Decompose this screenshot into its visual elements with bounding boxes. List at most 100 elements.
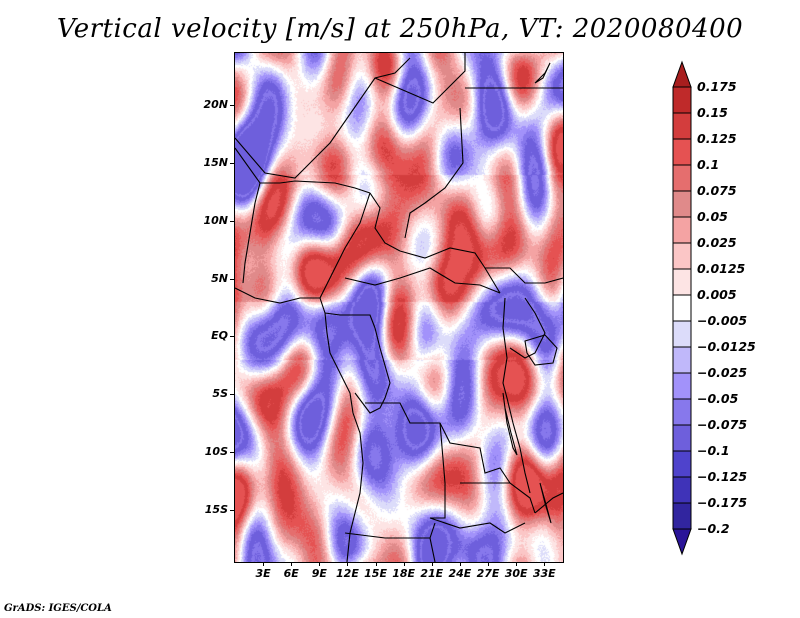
lon-tick-label: 27E — [476, 567, 500, 580]
nile-delta — [534, 62, 551, 84]
lon-tick-mark — [403, 562, 405, 566]
lon-tick-label: 33E — [532, 567, 556, 580]
colorbar-level-label: 0.175 — [697, 79, 737, 94]
colorbar-box — [672, 268, 692, 296]
border-car-drc — [344, 267, 501, 294]
lat-tick-label: 15N — [203, 155, 228, 169]
colorbar-box — [672, 190, 692, 218]
lon-tick-mark — [263, 562, 265, 566]
lake-tanganyika — [502, 392, 518, 456]
colorbar-level-label: −0.1 — [697, 443, 730, 458]
lon-tick-label: 24E — [448, 567, 472, 580]
lat-tick-mark — [230, 452, 235, 454]
lon-tick-mark — [459, 562, 461, 566]
border-chad-cameroon — [369, 192, 401, 252]
lon-tick-mark — [319, 562, 321, 566]
colorbar-level-label: −0.025 — [697, 365, 748, 380]
lat-tick-mark — [230, 162, 235, 164]
colorbar-level-label: 0.1 — [697, 157, 720, 172]
border-niger-nigeria — [279, 180, 371, 194]
colorbar-box — [672, 476, 692, 504]
lon-tick-label: 6E — [283, 567, 299, 580]
lon-tick-mark — [488, 562, 490, 566]
border-uganda-kenya — [509, 297, 546, 359]
border-zambia — [460, 482, 536, 514]
colorbar-box — [672, 138, 692, 166]
colorbar-bottom-arrow — [672, 528, 692, 556]
border-nigeria-cameroon — [319, 192, 371, 299]
border-libya-niger-chad — [235, 57, 411, 179]
border-benin-nigeria — [242, 182, 261, 284]
map-panel — [235, 53, 563, 562]
colorbar-top-arrow — [672, 60, 692, 88]
colorbar-box — [672, 372, 692, 400]
lake-victoria — [524, 334, 558, 366]
lat-tick-label: 15S — [204, 502, 228, 516]
lat-tick-label: EQ — [211, 329, 228, 343]
lon-tick-label: 9E — [311, 567, 327, 580]
colorbar-level-label: 0.05 — [697, 209, 728, 224]
colorbar-level-label: 0.025 — [697, 235, 737, 250]
colorbar-box — [672, 112, 692, 140]
lon-tick-label: 21E — [420, 567, 444, 580]
border-mozambique — [534, 492, 563, 514]
colorbar-box — [672, 242, 692, 270]
lat-tick-mark — [230, 509, 235, 511]
border-angola-namibia — [344, 522, 436, 539]
vertical-velocity-field — [235, 53, 563, 562]
colorbar-box — [672, 320, 692, 348]
lat-tick-label: 10S — [204, 445, 228, 459]
lon-tick-mark — [291, 562, 293, 566]
colorbar-level-label: 0.125 — [697, 131, 737, 146]
coastline-west-africa — [235, 287, 364, 562]
lon-tick-mark — [431, 562, 433, 566]
lat-tick-label: 5S — [212, 387, 228, 401]
lat-tick-mark — [230, 105, 235, 107]
colorbar-level-label: 0.0125 — [697, 261, 746, 276]
lake-malawi — [539, 482, 552, 524]
border-algeria-mali — [235, 147, 280, 184]
border-south-sudan — [485, 267, 563, 284]
border-drc-east — [502, 297, 531, 494]
lon-tick-label: 18E — [392, 567, 416, 580]
lat-tick-mark — [230, 336, 235, 338]
grads-credit: GrADS: IGES/COLA — [4, 603, 112, 614]
lon-tick-label: 3E — [255, 567, 271, 580]
lat-tick-label: 20N — [203, 98, 228, 112]
lon-tick-mark — [347, 562, 349, 566]
border-botswana — [429, 537, 436, 562]
colorbar-level-label: 0.005 — [697, 287, 737, 302]
lat-tick-label: 10N — [203, 213, 228, 227]
colorbar-box — [672, 86, 692, 114]
colorbar-level-label: −0.175 — [697, 495, 748, 510]
colorbar-level-label: −0.075 — [697, 417, 748, 432]
colorbar-level-label: 0.15 — [697, 105, 728, 120]
lat-tick-label: 5N — [211, 271, 228, 285]
border-car-sudan — [399, 247, 501, 294]
colorbar-box — [672, 424, 692, 452]
colorbar-level-label: −0.005 — [697, 313, 748, 328]
lat-tick-mark — [230, 394, 235, 396]
lon-tick-label: 12E — [336, 567, 359, 580]
colorbar-level-label: −0.0125 — [697, 339, 756, 354]
country-borders — [235, 53, 563, 562]
colorbar-box — [672, 346, 692, 374]
lon-tick-mark — [375, 562, 377, 566]
border-drc-angola — [365, 402, 511, 484]
colorbar-box — [672, 216, 692, 244]
colorbar-level-label: −0.05 — [697, 391, 739, 406]
lon-tick-mark — [516, 562, 518, 566]
border-cameroon-gabon — [324, 312, 376, 329]
colorbar — [672, 60, 692, 556]
border-chad-sudan — [404, 107, 464, 239]
lon-tick-label: 15E — [364, 567, 387, 580]
lat-tick-mark — [230, 278, 235, 280]
colorbar-box — [672, 294, 692, 322]
colorbar-level-label: −0.2 — [697, 521, 730, 536]
lon-tick-label: 30E — [504, 567, 528, 580]
colorbar-level-label: 0.075 — [697, 183, 737, 198]
colorbar-box — [672, 164, 692, 192]
lon-tick-mark — [544, 562, 546, 566]
colorbar-box — [672, 398, 692, 426]
colorbar-box — [672, 502, 692, 530]
